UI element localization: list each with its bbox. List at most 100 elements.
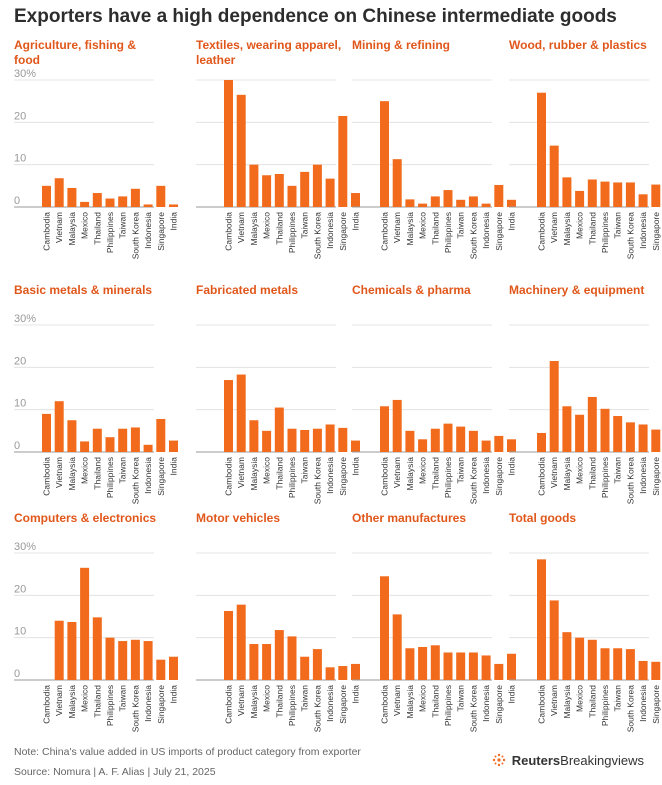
x-tick-label: Vietnam [236, 685, 246, 716]
bar [54, 401, 64, 452]
bar [274, 173, 284, 207]
x-tick-label: India [507, 685, 517, 704]
x-tick-label: Mexico [575, 212, 585, 239]
x-tick-label: South Korea [625, 212, 635, 260]
x-tick-label: Thailand [274, 457, 284, 490]
bar-chart: Cambodia Vietnam Malaysia Mexico Thailand Phi… [196, 324, 361, 505]
x-tick-label: India [351, 457, 361, 476]
bar [418, 439, 428, 452]
bar [430, 428, 440, 452]
x-tick-label: Singapore [156, 212, 166, 251]
panel-title: Agriculture, fishing & food [14, 38, 137, 67]
x-tick-label: South Korea [468, 685, 478, 733]
brand-breakingviews: Breakingviews [560, 752, 644, 768]
x-tick-label: Indonesia [481, 212, 491, 249]
x-tick-label: Indonesia [638, 685, 648, 722]
bar [143, 444, 153, 452]
bar [312, 164, 322, 207]
x-tick-label: India [169, 685, 179, 704]
bar [143, 204, 153, 207]
chart-panel: Mining & refining Cambodia Vietnam Malaysia… [352, 38, 517, 259]
bar-chart: Cambodia Vietnam Malaysia Mexico Thailand Phi… [509, 552, 661, 733]
x-tick-label: Philippines [287, 212, 297, 253]
bar [287, 428, 297, 452]
x-tick-label: Singapore [494, 212, 504, 251]
x-tick-label: Thailand [92, 685, 102, 718]
x-tick-label: Cambodia [224, 685, 234, 724]
bar [575, 414, 585, 452]
bar [549, 600, 559, 680]
chart-panel: Machinery & equipment Cambodia Vietnam Mala… [509, 283, 661, 504]
bar [92, 617, 102, 680]
bar [300, 171, 310, 207]
x-tick-label: Philippines [105, 457, 115, 498]
bar [549, 145, 559, 207]
y-tick-label: 0 [14, 668, 20, 680]
bar [418, 646, 428, 680]
x-tick-label: Vietnam [549, 457, 559, 488]
x-tick-label: Taiwan [300, 457, 310, 484]
bar [249, 420, 259, 452]
x-tick-label: Thailand [274, 212, 284, 245]
panel-title: Total goods [509, 511, 577, 525]
bar [300, 429, 310, 452]
bar [481, 440, 491, 452]
panel-title: Fabricated metals [196, 283, 299, 297]
x-tick-label: Philippines [287, 457, 297, 498]
x-tick-label: South Korea [625, 685, 635, 733]
x-tick-label: Taiwan [613, 457, 623, 484]
x-tick-label: Cambodia [224, 212, 234, 251]
bar [262, 430, 272, 452]
source-text: Source: Nomura | A. F. Alias | July 21, … [14, 766, 216, 778]
bar [638, 424, 648, 452]
x-tick-label: Indonesia [325, 685, 335, 722]
y-tick-label: 20 [14, 583, 26, 595]
bar [380, 101, 389, 207]
bar [405, 199, 415, 207]
x-tick-label: South Korea [468, 457, 478, 505]
bar-chart: 30% 20 10 0 Cambodia Vietnam Malaysia Mexico Tha… [14, 68, 179, 259]
bar [430, 645, 440, 680]
bar [169, 204, 178, 207]
bar [494, 184, 504, 207]
x-tick-label: Mexico [80, 685, 90, 712]
y-tick-label: 20 [14, 355, 26, 367]
bar [638, 660, 648, 680]
bar [537, 559, 546, 680]
x-tick-label: Cambodia [537, 212, 547, 251]
bar [351, 440, 360, 452]
chart-panel: Agriculture, fishing & food 30% 20 10 0 Cambo… [14, 38, 179, 259]
chart-panel: Basic metals & minerals 30% 20 10 0 Cambodia V… [14, 283, 179, 504]
chart-panel: Other manufactures Cambodia Vietnam Malaysi… [352, 511, 517, 732]
x-tick-label: Cambodia [42, 457, 52, 496]
bar-chart: Cambodia Vietnam Malaysia Mexico Thailand Phi… [509, 324, 661, 504]
x-tick-label: South Korea [468, 212, 478, 260]
x-tick-label: Indonesia [325, 457, 335, 494]
x-tick-label: Cambodia [224, 457, 234, 496]
panel-title: Textiles, wearing apparel, leather [196, 38, 342, 67]
bar [325, 178, 335, 207]
x-tick-label: Mexico [418, 685, 428, 712]
panel-title: Chemicals & pharma [352, 283, 471, 297]
y-tick-label: 20 [14, 110, 26, 122]
x-tick-label: Indonesia [481, 685, 491, 722]
bar [249, 164, 259, 207]
bar [468, 196, 478, 207]
x-tick-label: Taiwan [118, 457, 128, 484]
bar [236, 604, 246, 680]
x-tick-label: Thailand [587, 457, 597, 490]
bar [562, 406, 572, 452]
bar [224, 610, 233, 680]
bar [274, 630, 284, 680]
bar [587, 396, 597, 452]
bar-chart: Cambodia Vietnam Malaysia Mexico Thailand Phi… [196, 79, 361, 259]
bar [405, 430, 415, 452]
x-tick-label: South Korea [312, 457, 322, 505]
bar [562, 632, 572, 680]
bar-chart: Cambodia Vietnam Malaysia Mexico Thailand Phi… [352, 324, 517, 505]
chart-panel: Chemicals & pharma Cambodia Vietnam Malaysi… [352, 283, 517, 504]
bar [130, 427, 140, 452]
chart-panel: Wood, rubber & plastics Cambodia Vietnam Ma… [509, 38, 661, 259]
bar [312, 428, 322, 452]
bar [587, 639, 597, 680]
